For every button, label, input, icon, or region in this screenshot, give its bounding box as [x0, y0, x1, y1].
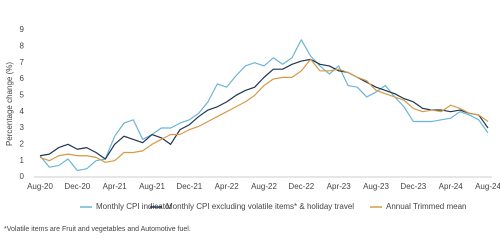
x-tick-label: Dec-21: [176, 182, 202, 191]
legend-label: Annual Trimmed mean: [386, 202, 466, 211]
x-tick-label: Dec-23: [400, 182, 426, 191]
x-tick-label: Aug-20: [27, 182, 53, 191]
x-tick-label: Aug-21: [139, 182, 165, 191]
x-tick-label: Dec-22: [288, 182, 314, 191]
y-tick-label: 6: [20, 74, 25, 83]
series-line: [39, 39, 489, 172]
y-axis-label: Percentage change (%): [5, 62, 14, 146]
footnote: *Volatile items are Fruit and vegetables…: [4, 226, 191, 233]
y-tick-label: 8: [20, 41, 25, 50]
x-tick-label: Aug-23: [363, 182, 389, 191]
x-tick-label: Aug-22: [251, 182, 277, 191]
series-line: [39, 58, 489, 160]
x-tick-label: Dec-20: [64, 182, 90, 191]
legend-label: Monthly CPI indicator: [96, 202, 172, 211]
y-tick-label: 0: [20, 172, 25, 181]
y-tick-label: 1: [20, 156, 25, 165]
y-tick-label: 7: [20, 58, 25, 67]
x-tick-label: Apr-22: [215, 182, 240, 191]
y-tick-label: 5: [20, 90, 25, 99]
series-line: [39, 58, 489, 163]
x-tick-label: Apr-24: [439, 182, 464, 191]
x-tick-label: Aug-24: [475, 182, 500, 191]
y-tick-label: 2: [20, 139, 25, 148]
y-tick-label: 3: [20, 123, 25, 132]
x-tick-label: Apr-21: [103, 182, 128, 191]
legend-label: Monthly CPI excluding volatile items* & …: [166, 202, 354, 211]
x-tick-label: Apr-23: [327, 182, 352, 191]
y-tick-label: 4: [20, 107, 25, 116]
y-tick-label: 9: [20, 25, 25, 34]
